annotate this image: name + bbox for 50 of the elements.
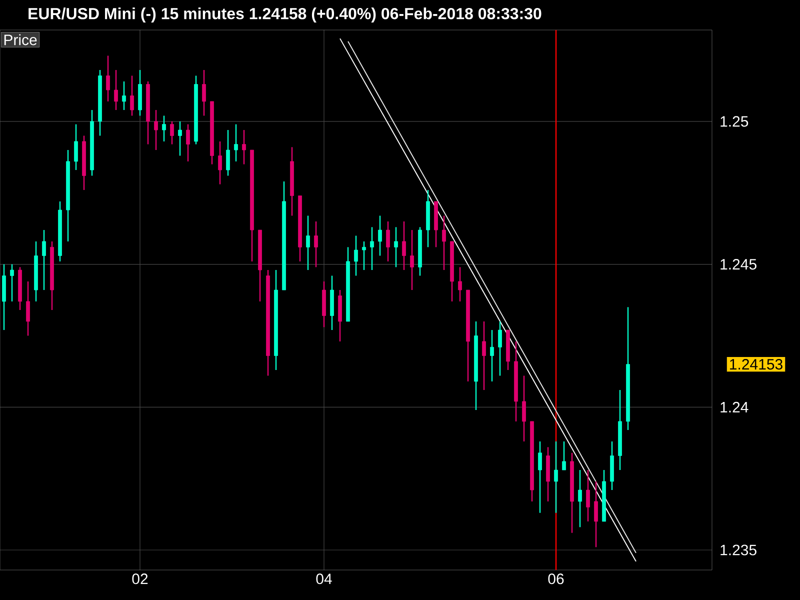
text: 1.24153 [730, 358, 782, 370]
candlestick [106, 55, 110, 102]
x-tick-label: 06 [548, 574, 564, 584]
candlestick [226, 129, 230, 176]
candlestick [314, 220, 318, 268]
candlestick [130, 75, 134, 116]
candlestick [394, 226, 398, 268]
y-tick-label: 1.235 [720, 544, 756, 556]
candlestick [578, 469, 582, 528]
x-tick-label: 02 [132, 574, 148, 584]
candlestick [306, 215, 310, 271]
candlestick [186, 124, 190, 162]
candlestick [162, 115, 166, 142]
candlestick [42, 229, 46, 291]
candlestick [554, 440, 558, 514]
y-tick-label: 1.25 [720, 116, 748, 127]
candlestick [202, 69, 206, 116]
candlestick [538, 440, 542, 514]
candlestick [26, 280, 30, 336]
candlestick [234, 124, 238, 162]
chart-title: EUR/USD Mini (-) 15 minutes 1.24158 (+0.40%) 06-Feb-2018 08:33:30 [28, 8, 542, 22]
candlestick [410, 229, 414, 291]
candlestick [458, 266, 462, 302]
candlestick [74, 124, 78, 171]
candlestick [370, 226, 374, 271]
candlestick [562, 440, 566, 471]
candlestick [482, 320, 486, 391]
candlestick [522, 375, 526, 442]
candlestick [178, 120, 182, 156]
annotation: Price [4, 34, 37, 46]
candlestick [442, 215, 446, 271]
y-tick-label: 1.245 [720, 258, 756, 270]
candlestick [402, 220, 406, 271]
candlestick [122, 80, 126, 111]
candlestick [218, 140, 222, 185]
x-tick-label: 04 [316, 574, 332, 584]
candlestick [354, 235, 358, 276]
candlestick [594, 480, 598, 548]
candlestick [242, 129, 246, 165]
candlestick [586, 469, 590, 522]
y-tick-label: 1.24 [720, 402, 748, 412]
candlestick [490, 329, 494, 382]
candlestick [114, 69, 118, 111]
candlestick [10, 264, 14, 302]
candlestick [154, 109, 158, 151]
candlestick [170, 120, 174, 145]
candlestick [498, 320, 502, 376]
candlestick [362, 240, 366, 271]
candlestick [378, 215, 382, 256]
candlestick [386, 220, 390, 262]
